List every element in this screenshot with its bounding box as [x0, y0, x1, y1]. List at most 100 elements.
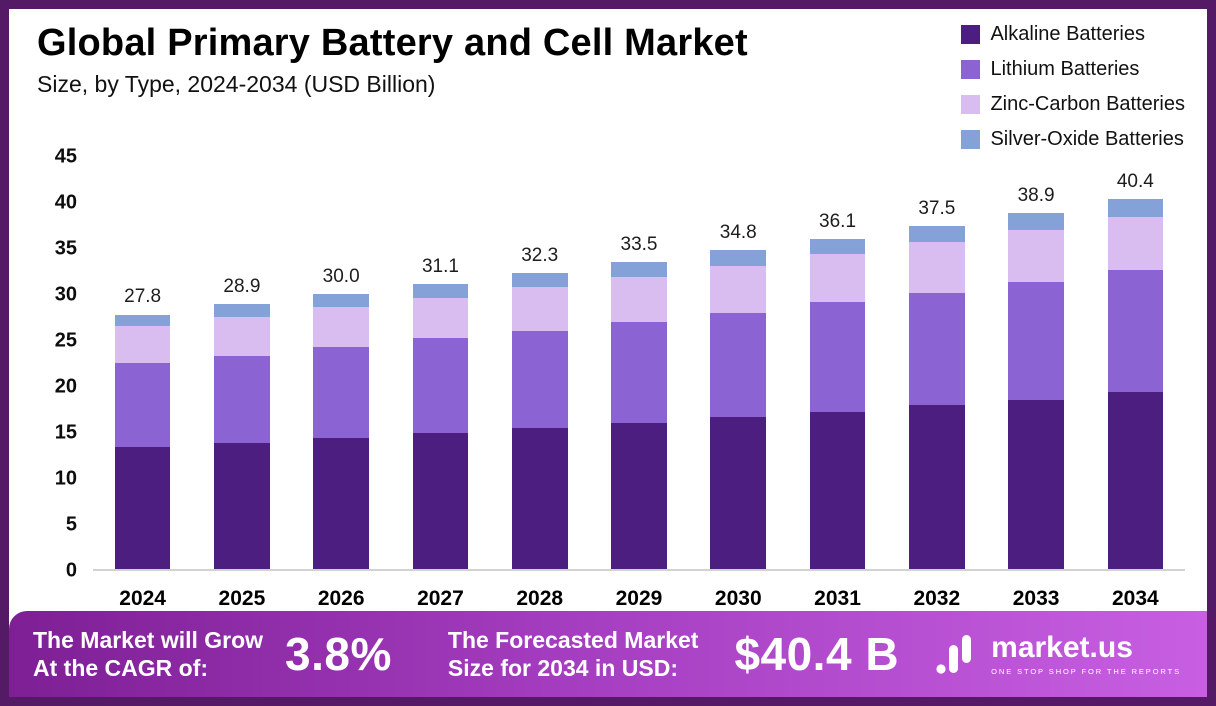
legend-label: Silver-Oxide Batteries — [990, 128, 1184, 150]
y-tick-label: 30 — [54, 283, 77, 306]
bar-segment — [1107, 392, 1164, 569]
bar-total-label: 28.9 — [223, 276, 261, 298]
x-tick-label-2026: 2026 — [317, 587, 365, 610]
y-tick-label: 35 — [54, 237, 77, 260]
bar-segment — [214, 317, 270, 356]
bar-segment — [1107, 216, 1164, 270]
bar-segment — [511, 428, 568, 569]
bar-segment — [611, 423, 667, 569]
x-tick-label-2031: 2031 — [814, 587, 861, 610]
x-tick-label-2034: 2034 — [1112, 587, 1159, 610]
bar-column-2028: 32.3 — [490, 157, 589, 569]
bar-2025 — [214, 304, 270, 569]
bar-column-2034: 40.4 — [1086, 157, 1185, 569]
bar-segment — [511, 330, 568, 429]
forecast-value: $40.4 B — [734, 628, 900, 680]
y-axis: 45 40 35 30 25 20 15 10 5 0 — [29, 146, 93, 582]
bar-total-label: 34.8 — [719, 222, 757, 244]
bar-segment — [412, 284, 469, 299]
y-tick-label: 15 — [54, 421, 77, 444]
bar-total-label: 30.0 — [322, 266, 360, 288]
brand-tagline: ONE STOP SHOP FOR THE REPORTS — [991, 666, 1181, 676]
chart-subtitle: Size, by Type, 2024-2034 (USD Billion) — [37, 71, 436, 98]
bar-2031 — [809, 238, 866, 569]
bar-column-2031: 36.1 — [788, 157, 887, 569]
x-tick-label-2032: 2032 — [913, 587, 961, 610]
brand-name: market.us — [991, 630, 1133, 664]
bar-segment — [710, 250, 767, 266]
legend-swatch-icon — [961, 95, 981, 114]
marketus-logo-icon — [936, 635, 972, 674]
bar-segment — [114, 314, 171, 327]
bar-segment — [1008, 212, 1064, 231]
bar-segment — [1008, 230, 1064, 282]
bar-segment — [809, 238, 866, 255]
bar-segment — [313, 294, 369, 308]
cagr-label-line2: At the CAGR of: — [33, 655, 209, 681]
bar-segment — [809, 411, 866, 569]
bar-total-label: 40.4 — [1116, 171, 1154, 193]
bar-segment — [214, 304, 270, 318]
x-tick-label-2025: 2025 — [218, 587, 266, 610]
bar-segment — [809, 301, 866, 412]
legend-item-3: Silver-Oxide Batteries — [961, 128, 1185, 151]
page-title: Global Primary Battery and Cell Market — [37, 22, 748, 64]
bar-total-label: 27.8 — [124, 286, 162, 308]
forecast-label-line1: The Forecasted Market — [447, 626, 699, 653]
bar-segment — [313, 307, 369, 348]
forecast-label: The Forecasted Market Size for 2034 in U… — [448, 626, 699, 682]
bar-segment — [412, 298, 469, 339]
bar-segment — [1008, 281, 1064, 400]
bar-segment — [909, 225, 965, 243]
plot-row: 45 40 35 30 25 20 15 10 5 0 27.8 28.9 30.0 31.1 32.3 3… — [29, 146, 1185, 582]
bar-total-label: 37.5 — [918, 197, 956, 219]
y-tick-label: 5 — [65, 513, 77, 536]
bar-segment — [114, 326, 171, 364]
legend-item-1: Lithium Batteries — [961, 58, 1185, 81]
bar-2034 — [1107, 199, 1164, 569]
chart-card: Global Primary Battery and Cell Market S… — [9, 9, 1207, 611]
bar-2030 — [710, 250, 767, 569]
marketus-logo: market.us ONE STOP SHOP FOR THE REPORTS — [935, 631, 1181, 677]
title-block: Global Primary Battery and Cell Market S… — [29, 21, 748, 98]
cagr-label-line1: The Market will Grow — [33, 626, 264, 653]
x-tick-label-2028: 2028 — [516, 587, 564, 610]
x-tick-label-2024: 2024 — [119, 587, 166, 610]
y-tick-label: 40 — [54, 191, 77, 214]
bar-segment — [710, 265, 767, 313]
y-tick-label: 25 — [54, 329, 77, 352]
bar-segment — [214, 442, 270, 569]
bar-segment — [313, 347, 369, 439]
x-axis: 2024 2025 2026 2027 2028 2029 2030 2031 2032 2033… — [93, 587, 1185, 611]
bar-segment — [1008, 399, 1064, 569]
x-tick-label-2029: 2029 — [615, 587, 663, 610]
bar-segment — [412, 432, 469, 569]
bar-column-2027: 31.1 — [391, 157, 490, 569]
bar-segment — [214, 355, 270, 443]
bar-total-label: 36.1 — [819, 210, 857, 232]
bar-column-2033: 38.9 — [986, 157, 1085, 569]
bar-segment — [511, 287, 568, 331]
bar-column-2026: 30.0 — [292, 157, 391, 569]
bar-column-2029: 33.5 — [589, 157, 688, 569]
y-tick-label: 20 — [54, 375, 77, 398]
bars: 27.8 28.9 30.0 31.1 32.3 33.5 34.8 36.1 37.5 38.9… — [93, 157, 1185, 569]
bar-segment — [710, 417, 767, 569]
bar-2026 — [313, 294, 369, 569]
x-tick-label-2033: 2033 — [1012, 587, 1060, 610]
bar-column-2030: 34.8 — [689, 157, 788, 569]
chart-header: Global Primary Battery and Cell Market S… — [29, 21, 1185, 151]
bar-total-label: 33.5 — [620, 234, 658, 256]
legend-swatch-icon — [961, 25, 981, 44]
bar-segment — [114, 447, 171, 569]
bar-total-label: 32.3 — [521, 245, 559, 267]
bar-column-2032: 37.5 — [887, 157, 986, 569]
bar-column-2024: 27.8 — [93, 157, 192, 569]
y-tick-label: 10 — [54, 467, 77, 490]
bar-segment — [114, 363, 171, 448]
bar-segment — [511, 273, 568, 288]
bar-2024 — [114, 314, 171, 569]
bar-segment — [809, 254, 866, 302]
footer-banner: The Market will Grow At the CAGR of: 3.8… — [9, 611, 1207, 697]
